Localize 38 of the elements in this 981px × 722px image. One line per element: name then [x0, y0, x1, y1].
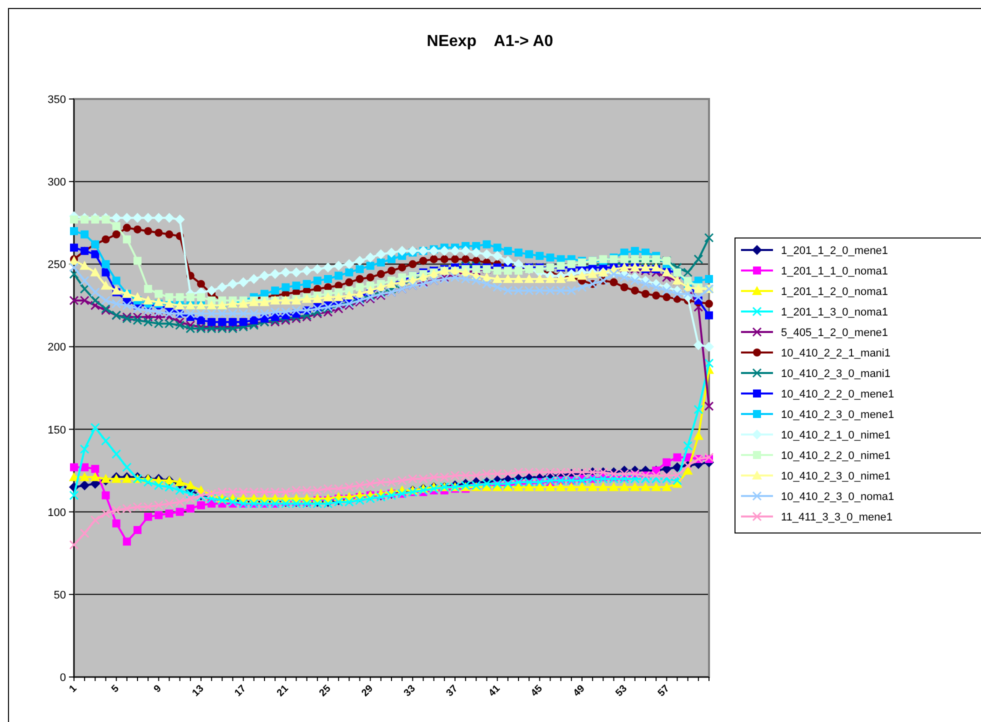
x-tick-label: 41	[486, 683, 503, 699]
legend-label: 10_410_2_1_0_nime1	[781, 430, 890, 442]
legend-label: 10_410_2_2_0_mene1	[781, 388, 894, 400]
legend-label: 10_410_2_2_1_mani1	[781, 348, 890, 360]
x-tick-label: 17	[232, 683, 249, 699]
x-tick-label: 29	[360, 683, 376, 699]
x-tick-label: 9	[152, 683, 164, 696]
legend-label: 10_410_2_3_0_noma1	[781, 491, 894, 503]
legend-label: 1_201_1_2_0_noma1	[781, 286, 888, 298]
legend-label: 5_405_1_2_0_mene1	[781, 327, 888, 339]
x-tick-label: 1	[67, 683, 80, 696]
legend-label: 10_410_2_2_0_nime1	[781, 450, 890, 462]
legend-label: 10_410_2_3_0_mene1	[781, 409, 894, 421]
y-tick-label: 100	[48, 506, 66, 519]
legend-label: 1_201_1_3_0_noma1	[781, 306, 888, 318]
y-tick-label: 0	[60, 672, 66, 684]
x-tick-label: 53	[614, 683, 630, 699]
x-tick-label: 13	[190, 683, 206, 699]
legend-label: 10_410_2_3_0_nime1	[781, 470, 890, 482]
legend-label: 1_201_1_1_0_noma1	[781, 266, 888, 278]
y-tick-label: 300	[48, 176, 66, 189]
y-tick-label: 250	[48, 259, 66, 272]
legend-label: 11_411_3_3_0_mene1	[781, 512, 893, 524]
legend-label: 10_410_2_3_0_mani1	[781, 368, 890, 380]
x-tick-label: 5	[110, 683, 122, 696]
x-tick-label: 37	[444, 683, 460, 699]
x-tick-label: 49	[571, 683, 588, 699]
y-tick-label: 50	[54, 589, 66, 602]
x-tick-label: 33	[402, 683, 418, 699]
x-tick-label: 57	[656, 683, 672, 699]
x-tick-label: 21	[275, 683, 292, 699]
legend-label: 1_201_1_2_0_mene1	[781, 245, 888, 257]
x-tick-label: 45	[529, 683, 546, 699]
y-tick-label: 200	[48, 342, 66, 354]
chart-title: NEexp A1-> A0	[426, 33, 554, 50]
y-tick-label: 350	[48, 94, 66, 106]
y-tick-label: 150	[48, 424, 66, 436]
x-tick-label: 25	[317, 683, 334, 699]
